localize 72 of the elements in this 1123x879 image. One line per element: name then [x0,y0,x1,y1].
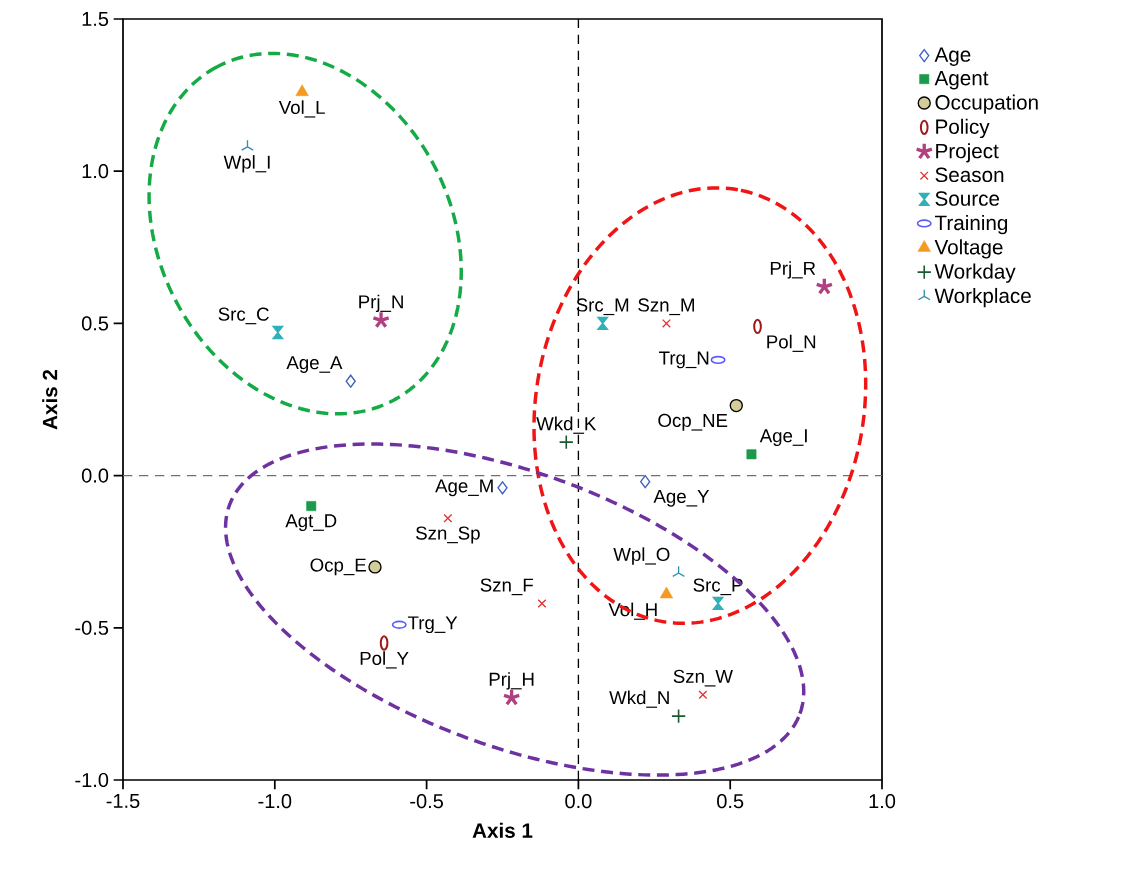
annotation: Pol_N [767,334,816,352]
point [295,84,309,96]
legend-label: Training [934,214,1008,235]
y-tick-label: -0.5 [75,620,109,635]
annotation: Szn_F [480,578,533,596]
point [558,434,574,450]
annotation: Wkd_K [536,416,597,434]
annotation: Src_M [576,298,629,316]
legend-label: Source [935,191,1000,206]
annotation: Prj_N [359,294,403,313]
annotation: Szn_Sp [416,526,480,544]
annotation: Ocp_E [310,558,366,576]
x-tick-label: 0.5 [717,794,744,809]
annotation: Prj_H [489,672,534,690]
point [672,565,686,578]
y-tick-label: 0.5 [81,316,109,331]
legend-label: Workday [934,263,1016,283]
legend-label: Season [935,167,1004,183]
annotation: Src_C [218,307,269,325]
point [345,374,356,388]
annotation: Pol_Y [360,651,409,669]
y-tick-label: 1.5 [82,12,109,26]
legend-label: Voltage [934,239,1003,259]
annotation: Szn_M [638,298,694,316]
annotation: Wpl_O [613,547,670,565]
point [241,139,254,151]
annotation: Wpl_I [223,155,270,173]
x-tick-label: -0.5 [410,794,443,809]
annotation: Src_P [693,578,743,596]
annotation: Age_A [286,356,343,373]
point [662,318,671,328]
point [597,316,609,331]
annotation: Trg_N [659,351,709,369]
annotation: Wkd_N [609,690,669,708]
annotation: Age_Y [653,489,710,507]
y-tick-label: -1.0 [75,772,109,788]
point [729,398,743,413]
point [746,449,757,460]
point [640,475,651,489]
annotation: Trg_Y [407,616,458,634]
y-axis-title: Axis 2 [42,369,58,430]
x-tick-label: 0.0 [565,794,592,809]
point [368,560,382,574]
y-tick-label: 0.0 [81,468,109,483]
legend-label: Age [934,47,971,66]
point [712,596,724,611]
point [443,513,453,523]
x-axis-title: Axis 1 [472,822,533,838]
legend-label: Occupation [935,94,1038,114]
point [537,599,547,608]
annotation: Szn_W [673,669,733,687]
legend-label: Policy [936,118,990,139]
x-tick-label: -1.5 [106,794,140,808]
point [272,325,284,340]
point [815,277,834,296]
annotation: Agt_D [285,514,337,532]
legend-label: Workplace [934,287,1031,308]
legend-label: Project [936,143,999,163]
point [698,690,708,700]
annotation: Vol_L [278,100,325,118]
annotation: Prj_R [770,261,816,279]
point [671,708,687,724]
point [306,501,317,511]
point [659,586,674,599]
legend-label: Agent [934,70,989,90]
annotation: Age_I [759,429,807,447]
x-tick-label: -1.0 [258,794,292,809]
annotation: Age_M [435,479,493,497]
x-tick-label: 1.0 [869,794,896,809]
point [497,481,508,495]
y-tick-label: 1.0 [82,164,109,179]
annotation: Ocp_NE [658,413,728,431]
